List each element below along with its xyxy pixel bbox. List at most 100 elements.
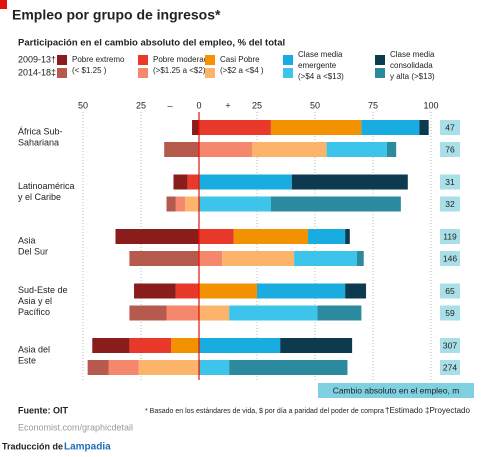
legend-swatch [283,68,293,78]
legend-swatch [205,55,215,65]
bar-segment [108,360,139,375]
total-label: 65 [445,286,455,296]
total-box [440,142,460,157]
bar-segment [361,120,420,135]
x-tick-label: 100 [423,100,438,110]
bar-segment [92,338,130,353]
legend-label: y alta (>$13) [390,72,435,81]
bar-segment [257,283,346,299]
category-label: África Sub- [18,126,63,136]
bar-segment [233,229,309,244]
bar-segment [166,305,199,321]
bar-segment [199,120,271,135]
total-label: 32 [445,199,455,209]
note: ‡Proyectado [425,406,470,415]
bar-segment [252,142,327,157]
bar-segment [87,360,109,375]
legend-label: (>$1.25 a <$2) [153,66,206,75]
total-box [440,338,460,353]
bar-segment [229,305,318,321]
bar-segment [129,305,167,321]
total-label: 59 [445,308,455,318]
legend-label: consolidada [390,61,433,70]
note: †Estimado [385,406,423,415]
bar-segment [386,142,397,157]
bar-segment [199,283,257,299]
totals-label-box [318,383,474,398]
legend-label: Clase media [390,50,435,59]
bar-segment [199,251,223,266]
bar-segment [222,251,295,266]
legend-label: (>$4 a <$13) [298,72,344,81]
bar-segment [270,196,401,212]
bar-segment [192,120,199,135]
total-box [440,174,460,190]
legend-swatch [375,68,385,78]
x-tick-label: 0 [196,100,201,110]
bar-segment [229,360,348,375]
legend-swatch [205,68,215,78]
category-label: y el Caribe [18,192,61,202]
chart-title: Empleo por grupo de ingresos* [12,7,221,23]
credit: Economist.com/graphicdetail [18,422,133,432]
category-label: Sahariana [18,137,59,147]
bar-segment [326,142,387,157]
category-label: Este [18,355,36,365]
period-label: 2014-18‡ [18,67,56,77]
category-label: Sud-Este de [18,285,68,295]
corner-mark [0,0,7,9]
bar-segment [173,174,188,190]
legend-swatch [138,55,148,65]
legend-label: Clase media [298,50,343,59]
legend-swatch [57,68,67,78]
bar-segment [171,338,199,353]
bar-segment [270,120,362,135]
total-label: 47 [445,122,455,132]
total-box [440,360,460,375]
bar-segment [199,142,253,157]
category-label: Pacífico [18,307,50,317]
total-label: 307 [443,340,457,350]
x-tick-label: 25 [252,100,262,110]
sign-label: + [225,100,230,110]
total-label: 76 [445,144,455,154]
bar-segment [345,229,350,244]
bar-segment [345,283,367,299]
bar-segment [129,338,172,353]
bar-segment [187,174,199,190]
bar-segment [166,196,176,212]
legend-label: Pobre extremo [72,55,125,64]
legend-swatch [283,55,293,65]
period-label: 2009-13† [18,54,56,64]
bar-segment [175,196,186,212]
legend-swatch [57,55,67,65]
total-label: 31 [445,177,455,187]
x-tick-label: 75 [368,100,378,110]
bar-segment [164,142,199,157]
total-label: 274 [443,362,457,372]
bar-segment [199,338,281,353]
bar-segment [199,360,230,375]
bar-segment [356,251,364,266]
bar-segment [291,174,408,190]
total-box [440,229,460,244]
footnote: * Basado en los estándares de vida, $ po… [145,408,384,415]
legend-label: Pobre moderado [153,55,213,64]
category-label: Asia del [18,344,50,354]
source: Fuente: OIT [18,405,68,415]
bar-segment [185,196,199,212]
bar-segment [294,251,357,266]
bar-segment [138,360,199,375]
legend-label: Casi Pobre [220,55,260,64]
legend-label: (>$2 a <$4 ) [220,66,264,75]
x-tick-label: 25 [136,100,146,110]
total-box [440,305,460,321]
total-box [440,196,460,212]
translation: Traducción de [2,441,63,451]
bar-segment [199,305,230,321]
bar-segment [317,305,362,321]
total-label: 146 [443,253,457,263]
bar-segment [175,283,199,299]
legend-label: emergente [298,61,337,70]
